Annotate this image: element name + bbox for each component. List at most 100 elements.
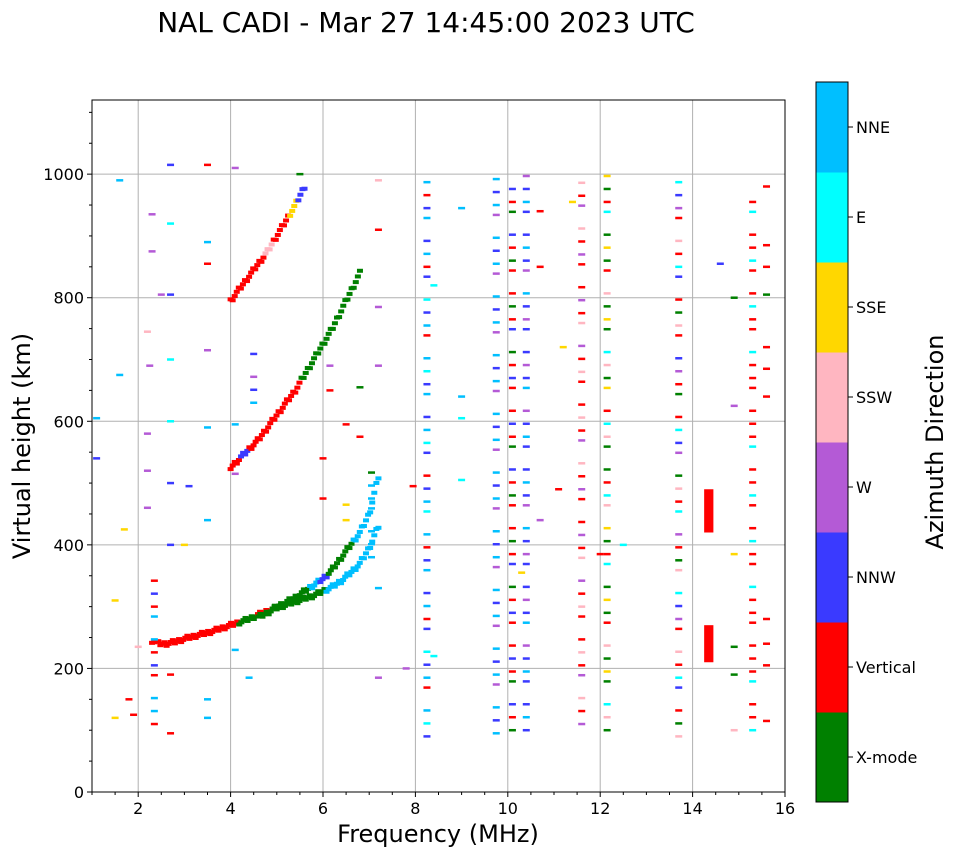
- echo-mark: [603, 200, 611, 204]
- echo-mark: [578, 403, 586, 406]
- echo-mark: [749, 376, 757, 380]
- echo-mark: [508, 644, 516, 647]
- echo-mark: [675, 265, 683, 269]
- echo-mark: [334, 561, 341, 566]
- echo-mark: [603, 504, 611, 507]
- echo-mark: [209, 630, 216, 635]
- echo-mark: [749, 539, 757, 543]
- echo-mark: [578, 227, 586, 230]
- echo-mark: [522, 305, 530, 308]
- echo-mark: [619, 543, 627, 547]
- echo-mark: [578, 240, 586, 243]
- echo-mark: [492, 588, 500, 592]
- echo-mark: [258, 259, 265, 264]
- echo-mark: [265, 612, 272, 617]
- echo-mark: [423, 216, 431, 220]
- echo-mark: [204, 716, 211, 720]
- echo-mark: [374, 586, 382, 590]
- echo-mark: [300, 594, 307, 599]
- echo-mark: [522, 621, 530, 624]
- echo-mark: [492, 262, 500, 265]
- echo-mark: [423, 568, 431, 572]
- echo-mark: [749, 680, 757, 683]
- echo-mark: [167, 293, 175, 296]
- echo-mark: [603, 562, 611, 566]
- echo-mark: [578, 253, 586, 256]
- echo-mark: [578, 615, 586, 618]
- echo-mark: [93, 457, 101, 460]
- echo-mark: [200, 633, 207, 638]
- colorbar-segment: [816, 262, 848, 353]
- echo-mark: [458, 478, 466, 482]
- x-tick-label: 6: [318, 799, 328, 818]
- echo-mark: [311, 583, 318, 588]
- echo-mark: [508, 598, 516, 602]
- x-tick-label: 4: [226, 799, 236, 818]
- echo-mark: [578, 709, 586, 713]
- echo-mark: [675, 676, 683, 679]
- echo-mark: [352, 280, 359, 285]
- echo-mark: [373, 480, 380, 485]
- echo-mark: [356, 560, 363, 565]
- echo-mark: [319, 577, 326, 582]
- echo-mark: [675, 451, 683, 455]
- echo-mark: [749, 386, 757, 390]
- echo-mark: [492, 660, 500, 663]
- echo-mark: [257, 611, 264, 616]
- echo-mark: [331, 565, 338, 570]
- echo-mark: [749, 246, 757, 249]
- echo-mark: [325, 331, 332, 336]
- echo-mark: [603, 715, 611, 719]
- echo-mark: [362, 551, 369, 556]
- echo-mark: [150, 605, 158, 608]
- echo-mark: [292, 593, 299, 598]
- echo-mark: [423, 474, 431, 477]
- echo-mark: [143, 469, 151, 472]
- echo-mark: [423, 676, 431, 679]
- echo-mark: [749, 552, 757, 556]
- echo-mark: [578, 488, 586, 491]
- echo-mark: [675, 239, 683, 243]
- echo-mark: [675, 180, 683, 184]
- echo-mark: [356, 435, 364, 438]
- echo-mark: [675, 392, 683, 396]
- echo-mark: [508, 504, 516, 507]
- echo-mark: [277, 410, 284, 415]
- echo-mark: [250, 443, 257, 448]
- echo-mark: [508, 363, 516, 367]
- echo-mark: [204, 240, 211, 244]
- echo-mark: [492, 683, 500, 686]
- echo-mark: [231, 472, 239, 476]
- echo-mark: [492, 497, 500, 500]
- echo-mark: [675, 510, 683, 513]
- echo-mark: [522, 526, 530, 530]
- echo-mark: [749, 233, 757, 236]
- echo-mark: [603, 269, 611, 272]
- echo-mark: [492, 412, 500, 416]
- echo-mark: [296, 599, 303, 604]
- echo-mark: [763, 265, 771, 269]
- echo-mark: [423, 239, 431, 243]
- echo-mark: [326, 389, 334, 392]
- echo-mark: [492, 484, 500, 487]
- echo-mark: [536, 518, 544, 522]
- echo-mark: [294, 596, 301, 601]
- x-tick-label: 12: [590, 799, 610, 818]
- echo-mark: [291, 204, 298, 209]
- echo-mark: [346, 291, 353, 296]
- echo-mark: [578, 298, 586, 302]
- echo-mark: [763, 243, 771, 247]
- echo-mark: [578, 429, 586, 432]
- echo-mark: [555, 488, 563, 491]
- echo-mark: [302, 589, 309, 594]
- echo-mark: [329, 582, 336, 587]
- echo-mark: [675, 735, 683, 738]
- echo-mark: [371, 490, 378, 495]
- echo-mark: [423, 500, 431, 503]
- echo-mark: [492, 272, 500, 275]
- echo-mark: [326, 364, 334, 367]
- echo-mark: [374, 364, 382, 367]
- echo-mark: [300, 375, 307, 380]
- echo-mark: [204, 518, 211, 522]
- echo-mark: [176, 637, 183, 642]
